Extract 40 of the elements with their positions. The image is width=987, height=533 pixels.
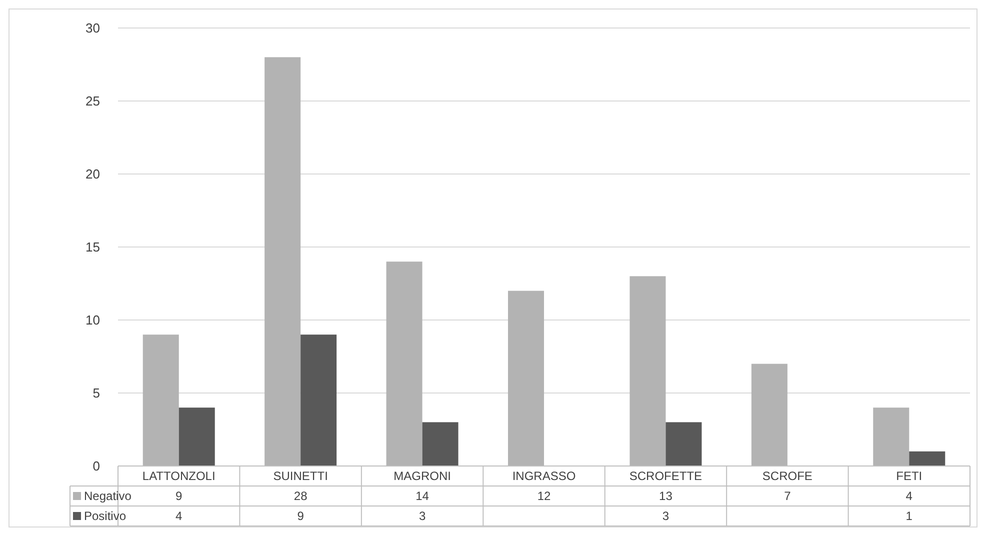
data-label: 7 bbox=[784, 489, 792, 504]
bar bbox=[178, 408, 215, 466]
data-label: 9 bbox=[297, 509, 304, 524]
x-tick-label: SCROFETTE bbox=[629, 469, 702, 484]
x-tick-label: MAGRONI bbox=[394, 469, 451, 484]
bar bbox=[666, 422, 702, 466]
bar bbox=[751, 364, 788, 466]
bar bbox=[873, 408, 910, 466]
data-label: 3 bbox=[662, 509, 670, 524]
bar bbox=[300, 334, 337, 466]
legend-label: Positivo bbox=[84, 509, 126, 524]
bar bbox=[142, 334, 179, 466]
data-label: 3 bbox=[418, 509, 426, 524]
y-tick-label: 30 bbox=[86, 20, 100, 36]
bar bbox=[386, 262, 422, 466]
x-tick-label: INGRASSO bbox=[512, 469, 576, 484]
bar bbox=[630, 276, 666, 466]
data-label: 1 bbox=[906, 509, 913, 524]
data-label: 28 bbox=[294, 489, 308, 504]
data-label: 4 bbox=[906, 489, 913, 504]
y-tick-label: 10 bbox=[86, 312, 100, 328]
data-label: 14 bbox=[416, 489, 430, 504]
y-tick-label: 20 bbox=[86, 166, 100, 182]
y-tick-label: 0 bbox=[92, 458, 100, 474]
bar bbox=[508, 290, 544, 466]
bar bbox=[422, 422, 458, 466]
bar bbox=[264, 57, 301, 466]
data-label: 4 bbox=[176, 509, 183, 524]
y-tick-label: 5 bbox=[92, 386, 100, 401]
data-label: 13 bbox=[659, 489, 673, 504]
x-tick-label: FETI bbox=[896, 469, 922, 484]
x-tick-label: SUINETTI bbox=[273, 469, 328, 484]
y-tick-label: 25 bbox=[86, 94, 100, 109]
bar bbox=[909, 451, 946, 466]
x-tick-label: LATTONZOLI bbox=[142, 469, 216, 484]
x-tick-label: SCROFE bbox=[762, 469, 812, 484]
y-tick-label: 15 bbox=[86, 240, 100, 255]
data-label: 12 bbox=[537, 489, 551, 504]
legend-label: Negativo bbox=[84, 489, 132, 504]
data-label: 9 bbox=[176, 489, 183, 504]
